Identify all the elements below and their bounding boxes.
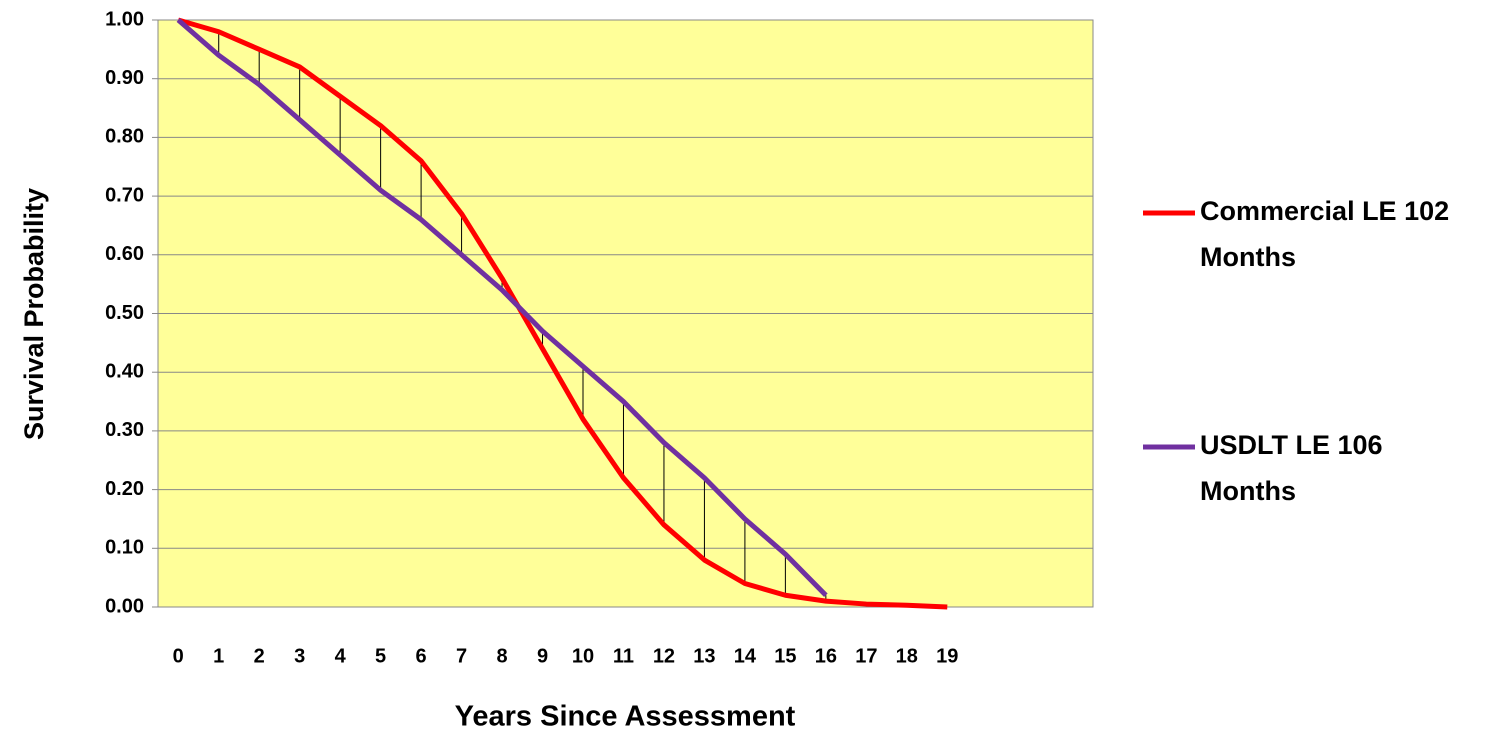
y-tick-label: 0.80 (105, 126, 144, 148)
y-tick-label: 0.10 (105, 537, 144, 559)
y-tick-label: 1.00 (105, 8, 144, 30)
legend-label: Commercial LE 102 Months (1200, 196, 1449, 272)
x-tick-label: 3 (294, 645, 305, 667)
x-tick-label: 18 (896, 645, 918, 667)
legend-label-line: Months (1200, 242, 1296, 272)
y-tick-label: 0.60 (105, 243, 144, 265)
x-tick-label: 1 (213, 645, 224, 667)
y-axis-title: Survival Probability (19, 188, 49, 440)
x-tick-label: 7 (456, 645, 467, 667)
x-tick-label: 9 (537, 645, 548, 667)
y-tick-label: 0.50 (105, 302, 144, 324)
x-tick-label: 8 (496, 645, 507, 667)
x-tick-label: 16 (815, 645, 837, 667)
x-tick-label: 0 (173, 645, 184, 667)
y-tick-label: 0.30 (105, 419, 144, 441)
x-tick-label: 17 (855, 645, 877, 667)
x-tick-label: 6 (416, 645, 427, 667)
x-tick-label: 15 (774, 645, 796, 667)
x-axis-title: Years Since Assessment (455, 701, 796, 733)
y-tick-label: 0.20 (105, 478, 144, 500)
x-tick-label: 14 (734, 645, 757, 667)
x-tick-label: 4 (335, 645, 347, 667)
series-line (176, 18, 828, 598)
y-tick-label: 0.70 (105, 184, 144, 206)
x-tick-label: 2 (254, 645, 265, 667)
y-tick-label: 0.00 (105, 595, 144, 617)
x-tick-label: 5 (375, 645, 386, 667)
legend-label-line: Commercial LE 102 (1200, 196, 1449, 226)
legend-label: USDLT LE 106 Months (1200, 430, 1383, 506)
x-tick-label: 10 (572, 645, 594, 667)
legend-label-line: USDLT LE 106 (1200, 430, 1383, 460)
series-line (177, 17, 948, 610)
y-tick-label: 0.40 (105, 360, 144, 382)
x-tick-label: 13 (693, 645, 715, 667)
y-tick-label: 0.90 (105, 67, 144, 89)
x-tick-label: 19 (936, 645, 958, 667)
x-tick-label: 12 (653, 645, 675, 667)
legend-label-line: Months (1200, 476, 1296, 506)
x-tick-label: 11 (613, 645, 634, 667)
